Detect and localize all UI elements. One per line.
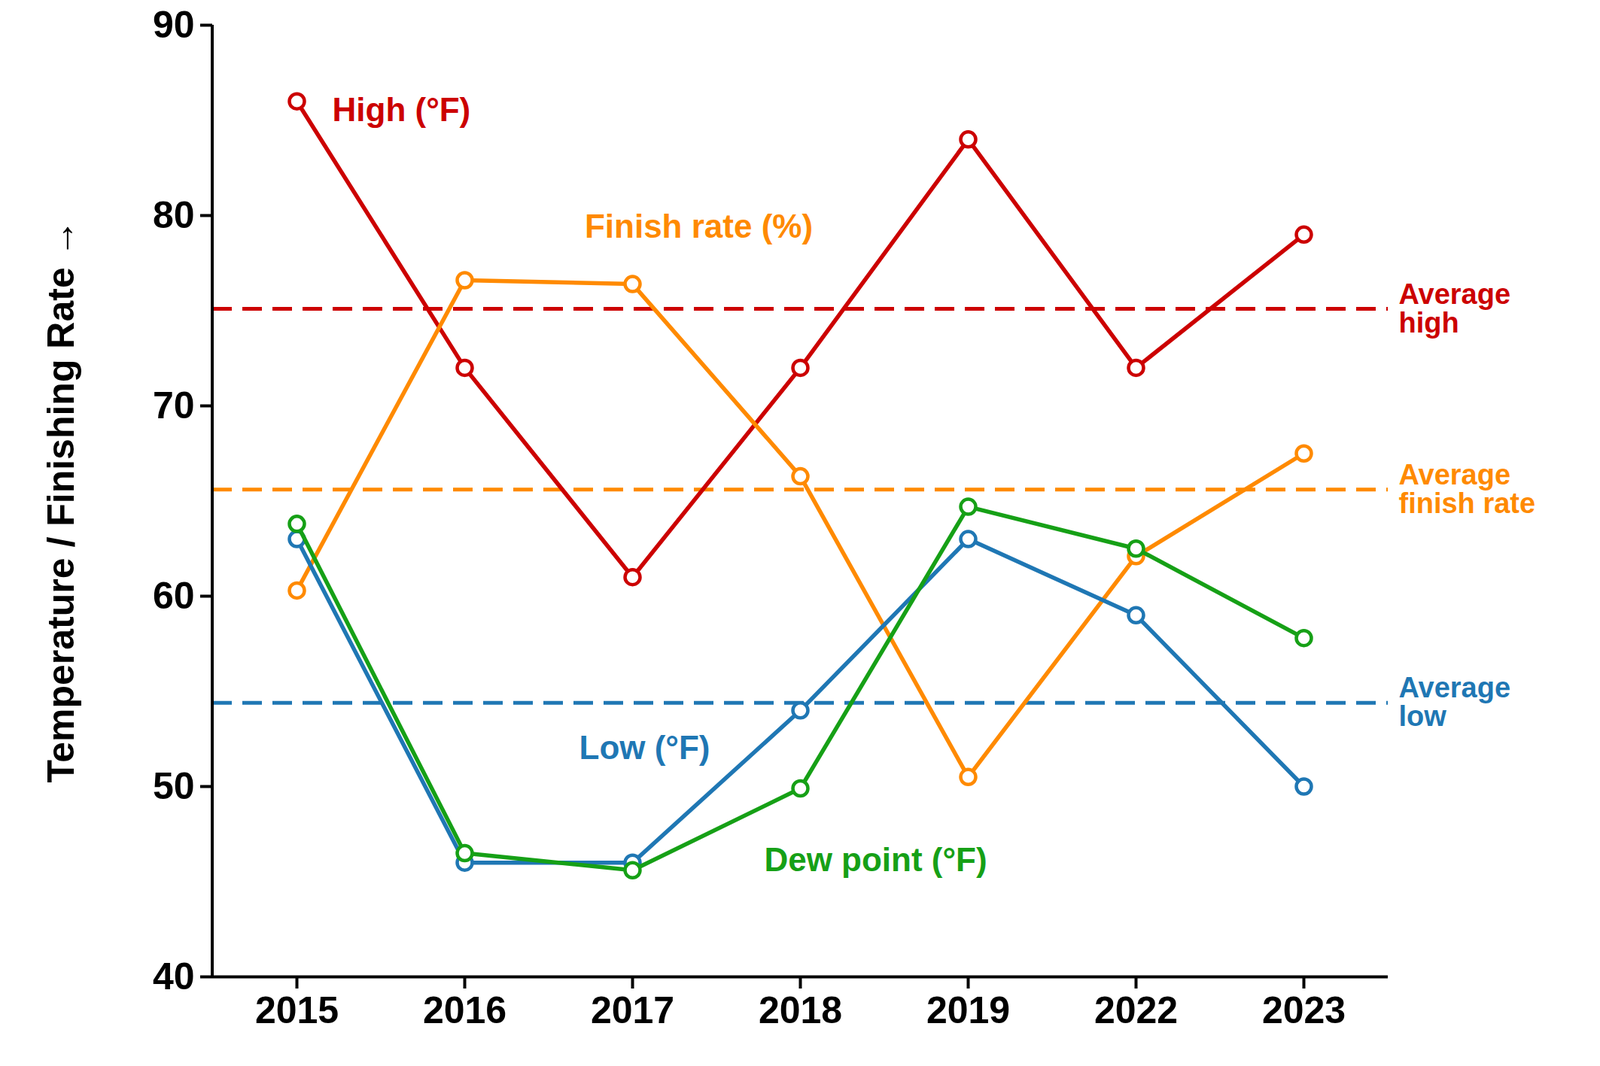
svg-text:2022: 2022 [1094,989,1178,1032]
svg-text:Averagehigh: Averagehigh [1399,278,1512,339]
svg-text:2016: 2016 [422,989,507,1032]
svg-text:Temperature / Finishing Rate →: Temperature / Finishing Rate → [39,219,83,783]
svg-text:Averagefinish rate: Averagefinish rate [1399,459,1537,520]
svg-text:High (°F): High (°F) [332,91,472,128]
svg-text:90: 90 [152,3,195,46]
svg-text:Low (°F): Low (°F) [579,729,711,767]
svg-text:Finish rate (%): Finish rate (%) [584,207,813,245]
svg-text:70: 70 [152,384,195,427]
svg-text:2023: 2023 [1262,989,1346,1032]
svg-text:40: 40 [152,955,195,998]
svg-text:80: 80 [152,194,195,237]
svg-text:Dew point (°F): Dew point (°F) [763,841,987,879]
svg-text:60: 60 [152,574,195,618]
svg-text:2017: 2017 [590,989,675,1032]
svg-text:2018: 2018 [758,989,843,1032]
svg-text:2019: 2019 [926,989,1010,1032]
svg-text:2015: 2015 [255,989,339,1032]
svg-text:Averagelow: Averagelow [1399,672,1512,733]
svg-text:50: 50 [152,765,195,808]
